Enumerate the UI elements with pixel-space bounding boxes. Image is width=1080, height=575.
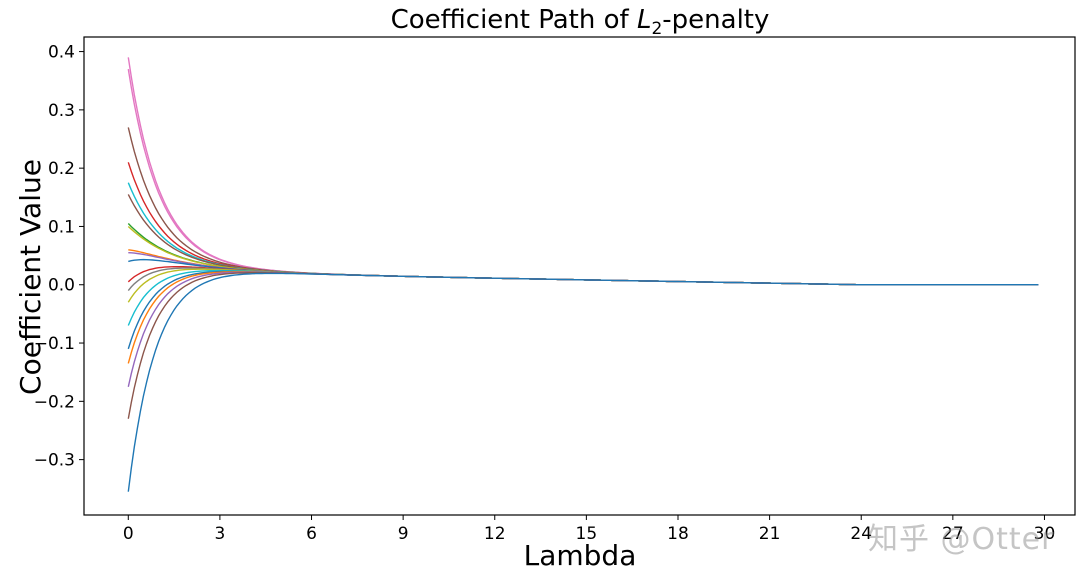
y-tick-labels: 0.4 0.3 0.2 0.1 0.0 −0.1 −0.2 −0.3: [34, 43, 75, 471]
x-tick-label: 6: [306, 524, 317, 544]
y-tick-label: 0.2: [48, 159, 75, 179]
y-tick-label: −0.2: [34, 392, 75, 412]
x-tick-label: 30: [1034, 524, 1056, 544]
title-variable: L: [637, 5, 652, 35]
x-tick-label: 15: [576, 524, 598, 544]
title-suffix: -penalty: [662, 5, 769, 35]
watermark: 知乎 @Otter: [868, 522, 1055, 557]
x-tick-label: 21: [759, 524, 781, 544]
x-tick-label: 27: [942, 524, 964, 544]
title-subscript: 2: [651, 19, 662, 39]
chart-title: Coefficient Path of L2-penalty: [391, 5, 770, 39]
x-tick-label: 3: [214, 524, 225, 544]
y-tick-label: 0.1: [48, 217, 75, 237]
x-tick-label: 12: [484, 524, 506, 544]
y-axis-label: Coefficient Value: [14, 159, 47, 395]
y-tick-label: −0.1: [34, 334, 75, 354]
title-main: Coefficient Path of: [391, 5, 637, 35]
y-tick-label: −0.3: [34, 451, 75, 471]
x-tick-labels: 0 3 6 9 12 15 18 21 24 27 30: [123, 524, 1055, 544]
x-axis-label: Lambda: [524, 539, 637, 572]
x-tick-label: 18: [667, 524, 689, 544]
y-tick-label: 0.4: [48, 43, 75, 63]
plot-frame: [83, 36, 1076, 516]
y-tick-label: 0.3: [48, 101, 75, 121]
x-tick-label: 9: [398, 524, 409, 544]
x-tick-label: 24: [850, 524, 872, 544]
y-tick-label: 0.0: [48, 276, 75, 296]
x-tick-label: 0: [123, 524, 134, 544]
series-lines: [127, 57, 1039, 492]
series-line-coef-20: [127, 272, 1039, 492]
tick-marks: [79, 51, 1045, 520]
